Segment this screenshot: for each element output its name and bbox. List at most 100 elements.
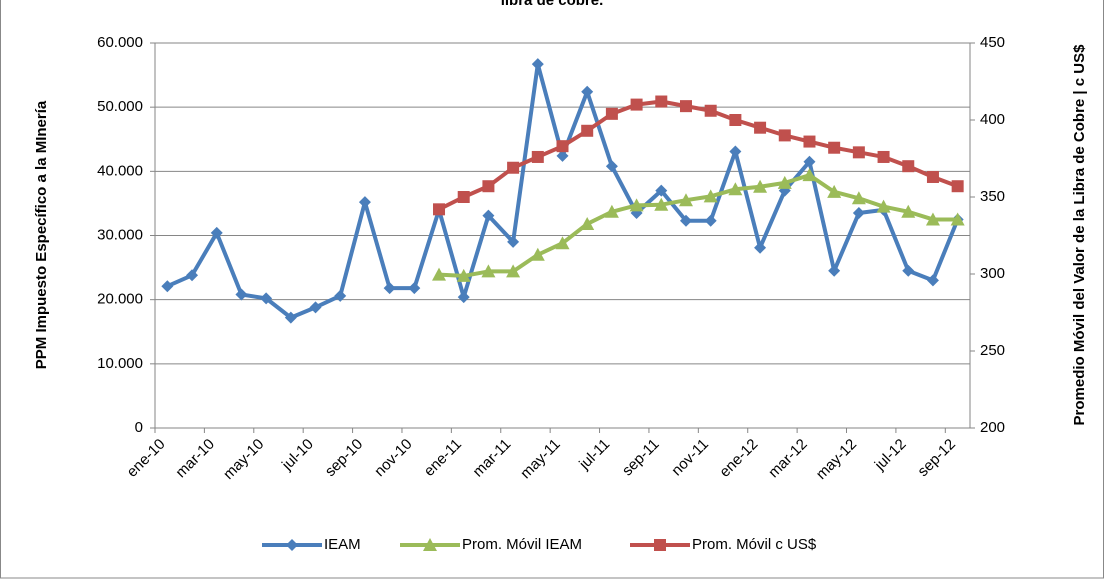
marker xyxy=(877,150,890,163)
marker xyxy=(803,135,816,148)
marker xyxy=(678,193,693,207)
y2-tick-label: 350 xyxy=(980,188,1005,205)
y2-tick-label: 250 xyxy=(980,342,1005,359)
marker xyxy=(605,107,618,120)
marker xyxy=(753,179,768,193)
marker xyxy=(334,289,347,302)
marker xyxy=(161,280,174,293)
legend-item: Prom. Móvil c US$ xyxy=(630,536,817,553)
marker xyxy=(284,311,297,324)
marker xyxy=(581,85,594,98)
legend-label: IEAM xyxy=(324,536,361,553)
y2-axis-title: Promedio Móvil del Valor de la Libra de … xyxy=(1071,44,1088,426)
y-tick-label: 10.000 xyxy=(97,355,143,372)
marker xyxy=(358,196,371,209)
marker xyxy=(507,235,520,248)
marker xyxy=(828,264,841,277)
marker xyxy=(629,198,644,212)
marker xyxy=(828,141,841,154)
marker xyxy=(655,184,668,197)
marker xyxy=(925,212,940,226)
marker xyxy=(260,292,273,305)
marker xyxy=(531,58,544,71)
marker xyxy=(679,214,692,227)
marker xyxy=(951,180,964,193)
marker xyxy=(852,207,865,220)
y2-tick-label: 400 xyxy=(980,111,1005,128)
marker xyxy=(530,247,545,261)
marker xyxy=(457,191,470,203)
y-tick-label: 50.000 xyxy=(97,98,143,115)
marker xyxy=(654,539,666,551)
marker xyxy=(432,267,447,281)
marker xyxy=(754,241,767,254)
marker xyxy=(408,282,421,295)
y-tick-label: 0 xyxy=(135,419,143,436)
marker xyxy=(704,214,717,227)
marker xyxy=(703,189,718,203)
marker xyxy=(851,191,866,205)
series-line xyxy=(438,99,959,212)
legend-item: IEAM xyxy=(262,536,361,553)
marker xyxy=(926,170,939,183)
marker xyxy=(901,204,916,218)
marker xyxy=(286,539,298,551)
marker xyxy=(902,160,915,173)
legend-label: Prom. Móvil IEAM xyxy=(462,536,582,553)
marker xyxy=(210,226,223,239)
marker xyxy=(383,282,396,295)
marker xyxy=(729,114,742,126)
marker xyxy=(482,209,495,222)
marker xyxy=(235,288,248,301)
marker xyxy=(876,199,891,213)
marker xyxy=(581,124,594,137)
marker xyxy=(704,104,717,117)
y2-tick-label: 450 xyxy=(980,34,1005,51)
marker xyxy=(456,268,471,282)
marker xyxy=(531,150,544,163)
marker xyxy=(506,264,521,278)
y2-tick-label: 300 xyxy=(980,265,1005,282)
y-axis-title: PPM Impuesto Específico a la MInería xyxy=(33,100,50,369)
marker xyxy=(679,100,692,113)
marker xyxy=(556,149,569,162)
marker xyxy=(852,146,865,159)
marker xyxy=(728,182,743,196)
marker xyxy=(555,236,570,250)
marker xyxy=(803,155,816,168)
marker xyxy=(655,95,668,108)
marker xyxy=(754,121,767,134)
legend-label: Prom. Móvil c US$ xyxy=(692,536,817,553)
marker xyxy=(605,160,618,173)
marker xyxy=(507,161,520,174)
marker xyxy=(433,203,446,216)
marker xyxy=(654,197,669,211)
marker xyxy=(777,175,792,189)
marker xyxy=(729,145,742,158)
chart-title: libra de cobre. xyxy=(501,0,604,9)
marker xyxy=(556,140,569,153)
marker xyxy=(580,216,595,230)
y-tick-label: 30.000 xyxy=(97,226,143,243)
marker xyxy=(950,212,965,226)
marker xyxy=(604,204,619,218)
marker xyxy=(802,168,817,182)
marker xyxy=(827,184,842,198)
marker xyxy=(902,264,915,277)
marker xyxy=(457,291,470,304)
y2-tick-label: 200 xyxy=(980,419,1005,436)
marker xyxy=(481,264,496,278)
marker xyxy=(309,301,322,314)
y-tick-label: 40.000 xyxy=(97,162,143,179)
series-line xyxy=(438,173,958,278)
y-tick-label: 20.000 xyxy=(97,291,143,308)
marker xyxy=(778,129,791,142)
marker xyxy=(926,274,939,287)
marker xyxy=(186,269,199,282)
marker xyxy=(423,538,437,551)
marker xyxy=(630,98,643,111)
marker xyxy=(482,180,495,193)
y-tick-label: 60.000 xyxy=(97,34,143,51)
